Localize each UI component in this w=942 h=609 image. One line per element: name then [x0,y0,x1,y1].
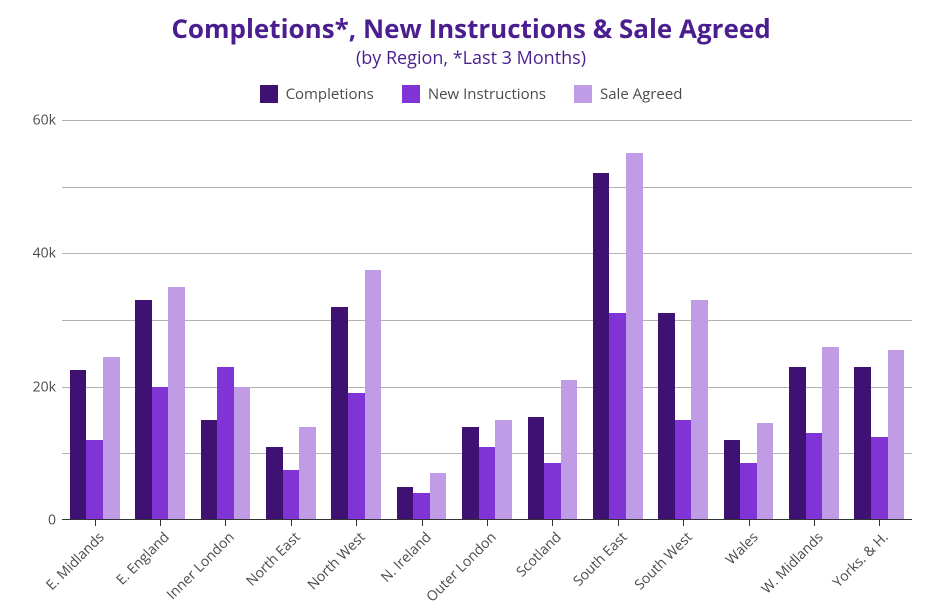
legend-label-completions: Completions [286,84,374,104]
bar-sale_agreed [757,423,774,520]
bar-completions [135,300,152,520]
bar-new_instructions [283,470,300,520]
bar-completions [331,307,348,520]
bar-sale_agreed [888,350,905,520]
bar-sale_agreed [103,357,120,520]
chart-container: Completions*, New Instructions & Sale Ag… [0,0,942,609]
gridline [62,387,912,388]
plot-area: 020k40k60kE. MidlandsE. EnglandInner Lon… [62,120,912,520]
x-tick-label: South East [569,528,631,590]
bar-completions [789,367,806,520]
bar-sale_agreed [168,287,185,520]
x-tick-label: Inner London [163,528,239,604]
x-tick-label: South West [631,528,697,594]
bar-completions [724,440,741,520]
bar-sale_agreed [365,270,382,520]
legend-label-sale-agreed: Sale Agreed [600,84,682,104]
bar-new_instructions [217,367,234,520]
bar-sale_agreed [561,380,578,520]
gridline [62,253,912,254]
bar-sale_agreed [234,387,251,520]
y-tick-label: 40k [33,244,62,263]
bar-completions [397,487,414,520]
bar-completions [658,313,675,520]
bar-completions [201,420,218,520]
x-tick-label: N. Ireland [376,528,435,587]
y-tick-label: 60k [33,111,62,130]
bar-completions [266,447,283,520]
gridline [62,320,912,321]
bar-completions [462,427,479,520]
bar-sale_agreed [430,473,447,520]
bar-sale_agreed [495,420,512,520]
x-tick-label: Wales [721,528,762,569]
y-tick-label: 0 [48,511,62,530]
x-axis-labels: E. MidlandsE. EnglandInner LondonNorth E… [62,520,912,609]
gridline [62,187,912,188]
chart-legend: Completions New Instructions Sale Agreed [0,84,942,104]
legend-item-new-instructions: New Instructions [402,84,546,104]
bar-sale_agreed [822,347,839,520]
bar-new_instructions [675,420,692,520]
legend-item-completions: Completions [260,84,374,104]
legend-swatch-new-instructions [402,85,420,103]
bar-completions [593,173,610,520]
legend-swatch-sale-agreed [574,85,592,103]
bar-new_instructions [413,493,430,520]
chart-subtitle: (by Region, *Last 3 Months) [0,46,942,70]
bar-completions [854,367,871,520]
legend-label-new-instructions: New Instructions [428,84,546,104]
legend-swatch-completions [260,85,278,103]
bar-new_instructions [479,447,496,520]
x-tick-label: North East [242,528,304,590]
x-tick-label: North West [304,528,370,594]
bar-completions [528,417,545,520]
bar-sale_agreed [626,153,643,520]
x-tick-label: E. Midlands [42,528,108,594]
bar-completions [70,370,87,520]
bar-sale_agreed [299,427,316,520]
bar-new_instructions [740,463,757,520]
y-tick-label: 20k [33,377,62,396]
bar-sale_agreed [691,300,708,520]
x-tick-label: Yorks. & H. [829,528,893,592]
bar-new_instructions [86,440,103,520]
chart-title: Completions*, New Instructions & Sale Ag… [0,10,942,46]
x-tick-label: Scotland [513,528,566,581]
x-tick-label: W. Midlands [757,528,827,598]
bar-new_instructions [544,463,561,520]
bar-new_instructions [152,387,169,520]
x-tick-label: E. England [112,528,173,589]
bar-new_instructions [806,433,823,520]
bar-new_instructions [871,437,888,520]
gridline [62,120,912,121]
legend-item-sale-agreed: Sale Agreed [574,84,682,104]
bar-new_instructions [609,313,626,520]
bar-new_instructions [348,393,365,520]
